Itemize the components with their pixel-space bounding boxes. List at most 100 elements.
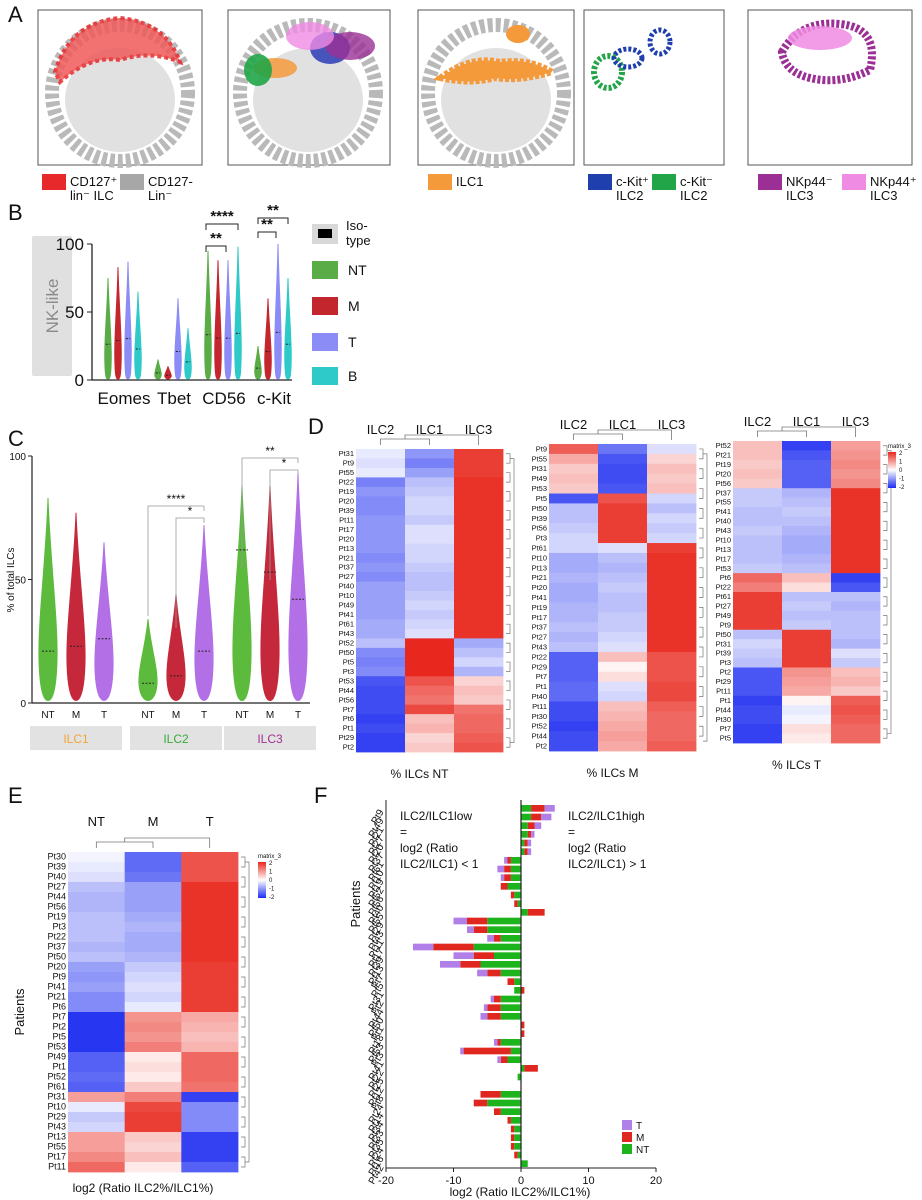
heatmap-cell [454, 619, 504, 630]
heatmap-cell [733, 450, 783, 461]
heatmap-cell [831, 478, 881, 489]
row-label: Pt11 [716, 686, 731, 695]
heatmap-cell [454, 666, 504, 677]
heatmap-cell [831, 667, 881, 678]
row-label: Pt44 [47, 892, 66, 902]
heatmap-cell [454, 496, 504, 507]
bar-M [480, 1091, 501, 1098]
heatmap-cell [733, 733, 783, 744]
significance-bracket [269, 469, 299, 580]
heatmap-cell [647, 602, 697, 613]
heatmap-cell [598, 642, 648, 653]
heatmap-cell [124, 992, 182, 1003]
heatmap-cell [68, 1102, 126, 1113]
violin-T-0 [124, 261, 132, 380]
heatmap-cell [782, 544, 832, 555]
heatmap-cell [647, 483, 697, 494]
significance-label: **** [167, 492, 186, 506]
heatmap-cell [733, 507, 783, 517]
heatmap-cell [831, 601, 881, 612]
bar-T [453, 952, 474, 959]
heatmap-cell [782, 667, 832, 678]
heatmap-cell [598, 741, 648, 752]
heatmap-cell [549, 493, 599, 504]
heatmap-cell [124, 1022, 182, 1033]
heatmap-cell [598, 572, 648, 584]
heatmap-cell [831, 639, 881, 650]
heatmap-cell [549, 552, 599, 564]
heatmap-cell [181, 1052, 239, 1063]
heatmap-cell [124, 982, 182, 993]
heatmap-cell [831, 544, 881, 555]
row-label: Pt13 [716, 545, 731, 554]
row-label: Pt9 [343, 459, 354, 468]
heatmap-cell [647, 741, 697, 752]
heatmap-cell [181, 962, 239, 973]
row-label: Pt10 [339, 591, 354, 600]
bar-M [494, 995, 501, 1003]
heatmap-cell [598, 552, 648, 564]
x-tick-label: M [172, 710, 180, 721]
legend-label-T: T [636, 1121, 642, 1132]
heatmap-cell [549, 562, 599, 574]
heatmap-cell [782, 469, 832, 480]
heatmap-cell [831, 535, 881, 546]
bar-T [494, 1039, 498, 1046]
heatmap-cell [733, 610, 783, 621]
x-tick-label: 10 [582, 1175, 594, 1187]
heatmap-cell [549, 513, 599, 524]
colorbar-tick-label: -2 [269, 895, 275, 901]
bar-M [504, 865, 511, 873]
row-label: Pt27 [339, 572, 354, 581]
legend-swatch-B [312, 367, 338, 385]
row-label: Pt7 [536, 672, 547, 681]
violin-NT-1 [154, 359, 162, 380]
row-label: Pt27 [532, 633, 547, 642]
heatmap-cell [598, 622, 648, 633]
heatmap-cell [68, 1122, 126, 1133]
heatmap-cell [647, 731, 697, 742]
colorbar [258, 862, 266, 898]
heatmap-cell [356, 534, 406, 545]
y-axis-label: % of total ILCs [6, 547, 17, 612]
heatmap-cell [405, 704, 455, 715]
heatmap-cell [831, 554, 881, 565]
column-label: ILC3 [842, 414, 869, 429]
heatmap-cell [831, 676, 881, 687]
heatmap-cell [405, 572, 455, 582]
heatmap-cell [454, 723, 504, 734]
heatmap-cell [405, 458, 455, 469]
row-label: Pt53 [716, 564, 731, 573]
colorbar-tick-label: 0 [899, 468, 903, 474]
bar-T [413, 943, 434, 951]
x-tick-label: -20 [378, 1175, 394, 1187]
legend-swatch-M [312, 297, 338, 315]
heatmap-cell [647, 533, 697, 544]
heatmap-cell [733, 648, 783, 659]
heatmap-cell [782, 563, 832, 574]
heatmap-cell [598, 473, 648, 485]
heatmap-cell [124, 912, 182, 923]
bar-NT [521, 813, 532, 821]
heatmap-cell [356, 676, 406, 687]
heatmap-cell [124, 852, 182, 863]
bar-NT [500, 995, 521, 1003]
group-label-box [224, 726, 316, 750]
heatmap-cell [549, 642, 599, 653]
row-label: Pt21 [532, 573, 547, 582]
heatmap-cell [68, 1022, 126, 1033]
bar-NT [514, 1134, 521, 1141]
heatmap-cell [598, 493, 648, 504]
heatmap-cell [782, 724, 832, 734]
heatmap-cell [733, 544, 783, 555]
violin-ILC1-NT [38, 497, 58, 702]
row-label: Pt37 [47, 942, 66, 952]
heatmap-cell [647, 453, 697, 465]
row-label: Pt20 [47, 962, 66, 972]
heatmap-cell [549, 582, 599, 593]
heatmap-cell [549, 473, 599, 485]
heatmap-cell [454, 534, 504, 545]
heatmap-cell [454, 600, 504, 611]
row-label: Pt40 [532, 692, 547, 701]
heatmap-cell [598, 632, 648, 643]
